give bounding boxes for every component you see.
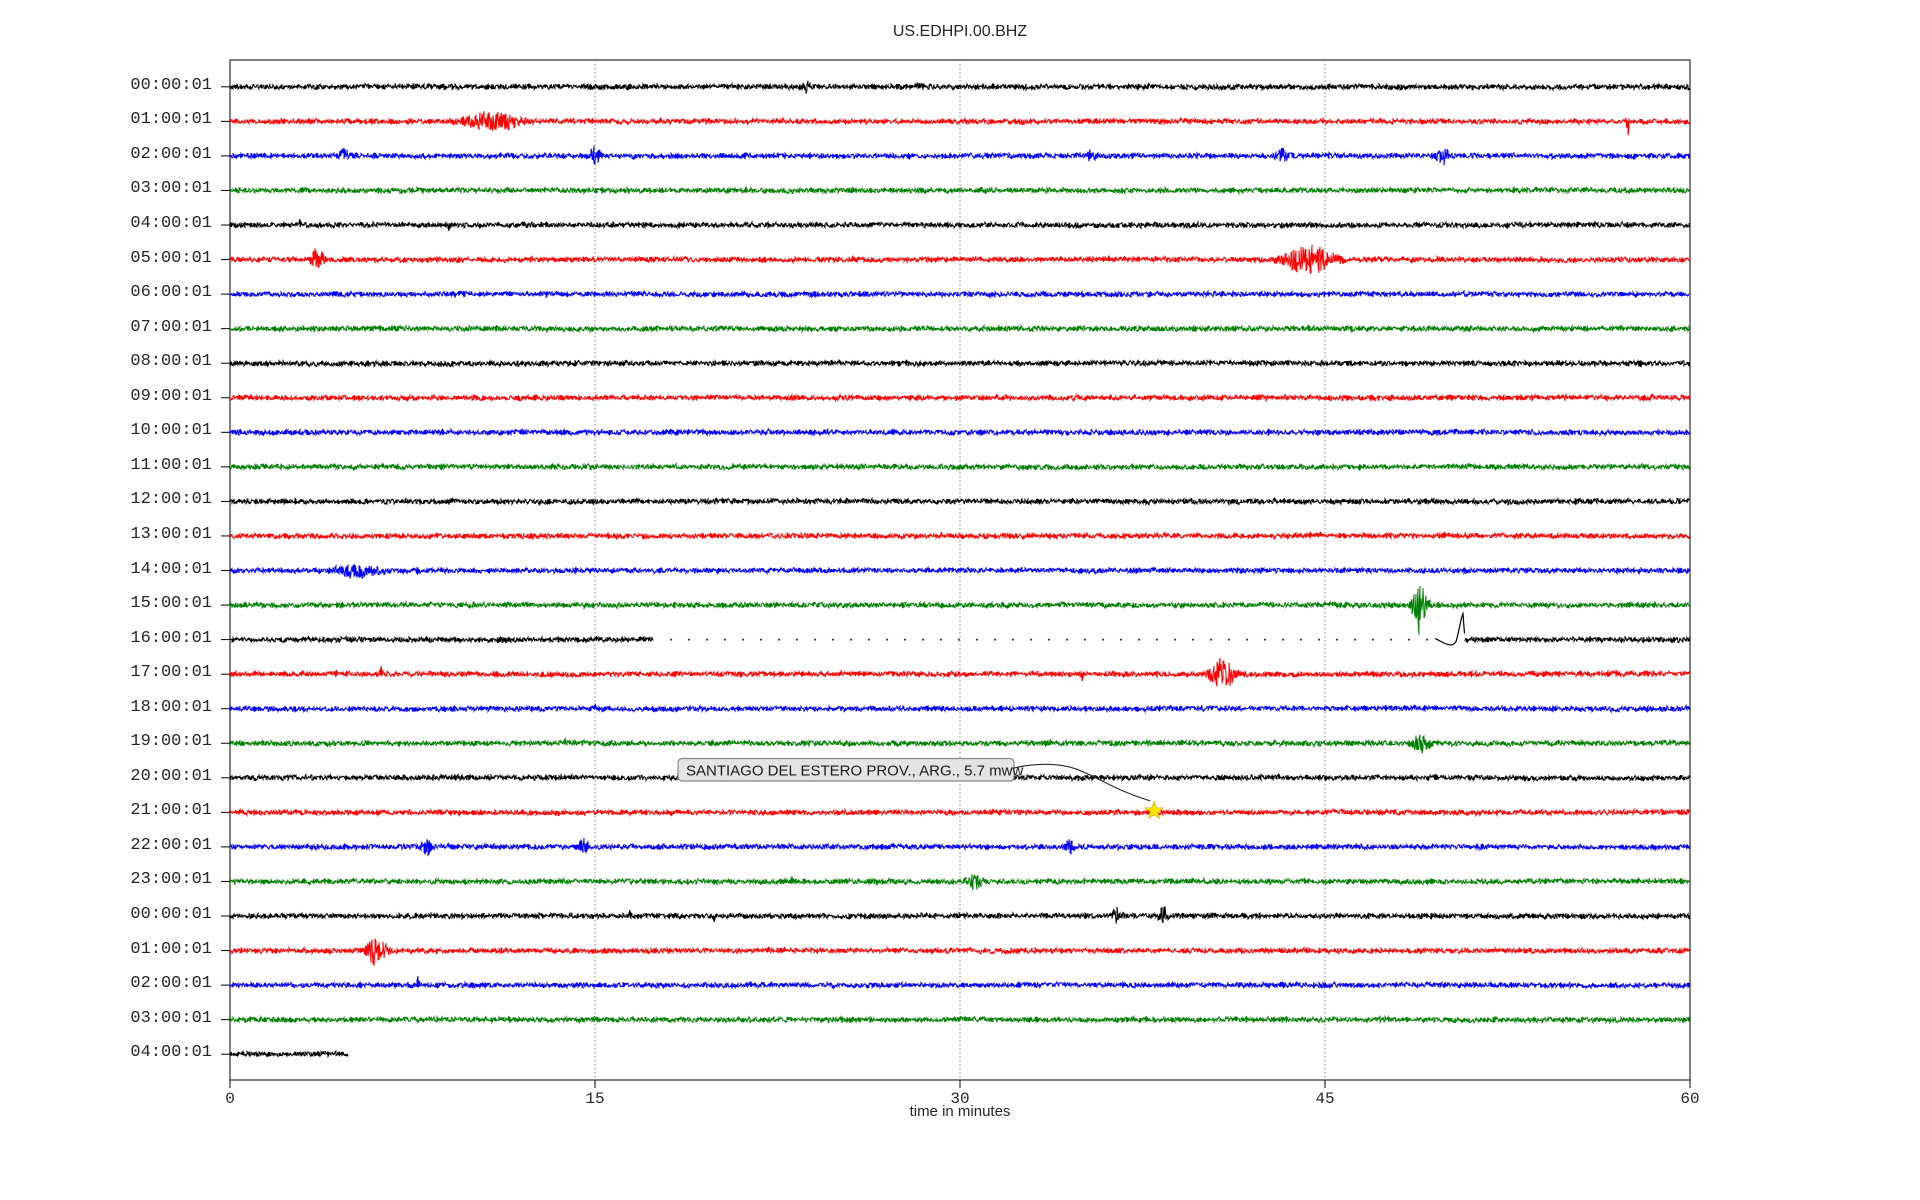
svg-text:SANTIAGO DEL ESTERO PROV., ARG: SANTIAGO DEL ESTERO PROV., ARG., 5.7 mww: [686, 762, 1023, 779]
